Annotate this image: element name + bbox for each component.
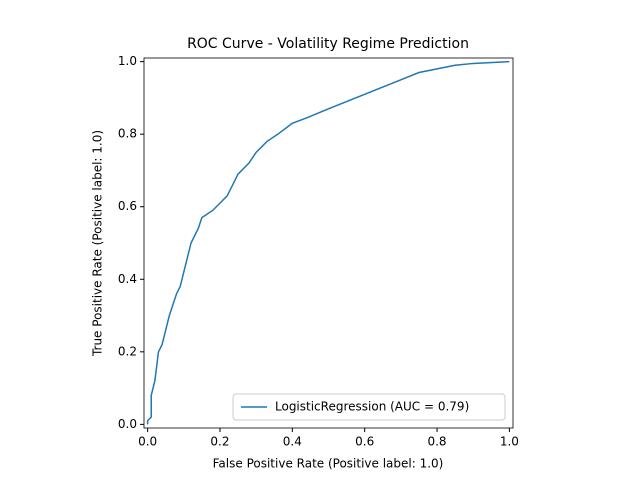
- legend: LogisticRegression (AUC = 0.79): [232, 393, 506, 421]
- plot-frame: [143, 57, 514, 429]
- x-tick-label: 0.4: [283, 435, 302, 449]
- x-tick-label: 0.0: [138, 435, 157, 449]
- y-tick-label: 0.6: [118, 199, 137, 213]
- legend-label: LogisticRegression (AUC = 0.79): [275, 400, 469, 414]
- legend-box: [232, 393, 506, 421]
- y-tick-label: 0.2: [118, 344, 137, 358]
- y-tick-label: 0.4: [118, 272, 137, 286]
- x-tick-label: 0.2: [210, 435, 229, 449]
- y-tick-label: 1.0: [118, 54, 137, 68]
- roc-curve: [146, 60, 510, 425]
- chart-title: ROC Curve - Volatility Regime Prediction: [187, 36, 469, 52]
- y-tick-label: 0.0: [118, 417, 137, 431]
- x-tick-label: 0.6: [355, 435, 374, 449]
- y-axis-label: True Positive Rate (Positive label: 1.0): [91, 130, 105, 357]
- y-tick-label: 0.8: [118, 127, 137, 141]
- x-tick-label: 0.8: [427, 435, 446, 449]
- x-tick-label: 1.0: [500, 435, 519, 449]
- x-axis-label: False Positive Rate (Positive label: 1.0…: [213, 457, 444, 471]
